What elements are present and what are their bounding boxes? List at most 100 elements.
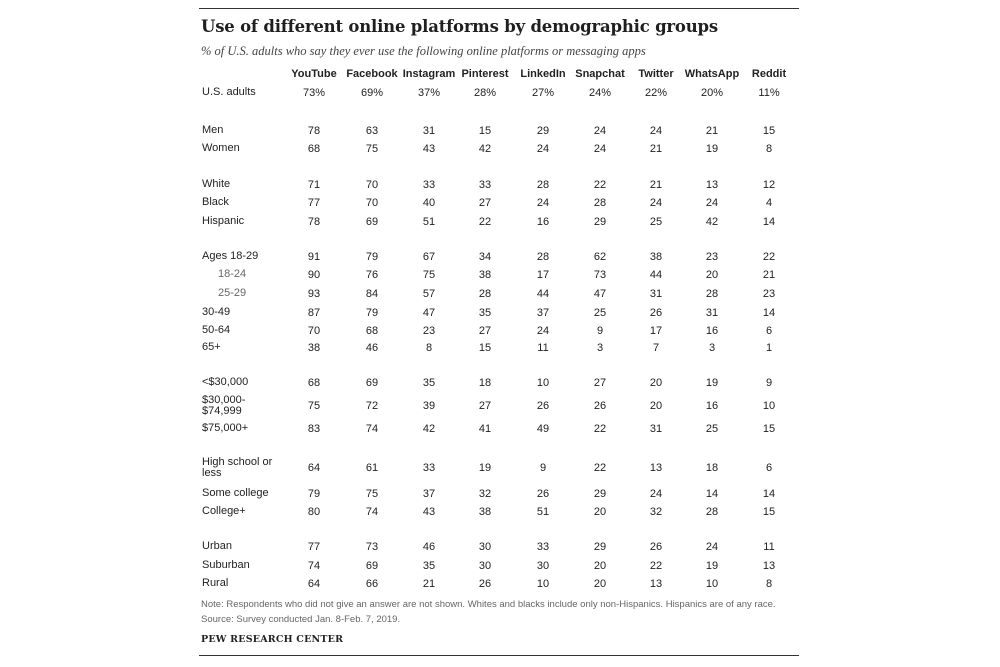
table-cell: 21: [422, 578, 436, 590]
table-cell: 24: [649, 197, 663, 209]
table-cell: 84: [365, 288, 379, 300]
table-cell: 28: [705, 506, 719, 518]
table-cell: 13: [649, 578, 663, 590]
table-cell: 75: [422, 269, 436, 281]
table-cell: 15: [478, 125, 492, 137]
table-cell: 22: [762, 251, 776, 263]
table-cell: 8: [765, 578, 773, 590]
table-cell: 27: [593, 377, 607, 389]
table-cell: 4: [765, 197, 773, 209]
table-cell: 11%: [758, 87, 780, 99]
row-label: Urban: [202, 540, 232, 552]
table-cell: 6: [765, 462, 773, 474]
table-cell: 28: [536, 179, 550, 191]
table-cell: 34: [478, 251, 492, 263]
table-cell: 14: [762, 488, 776, 500]
table-cell: 33: [422, 462, 436, 474]
table-cell: 73%: [302, 87, 326, 99]
table-cell: 73: [593, 269, 607, 281]
table-cell: 77: [307, 541, 321, 553]
table-cell: 30: [478, 541, 492, 553]
row-label: Black: [202, 196, 229, 208]
table-cell: 22: [478, 216, 492, 228]
table-cell: 22: [649, 560, 663, 572]
table-cell: 16: [705, 400, 719, 412]
table-cell: 47: [422, 307, 436, 319]
table-cell: 71: [307, 179, 321, 191]
table-cell: 33: [478, 179, 492, 191]
table-cell: 43: [422, 143, 436, 155]
table-cell: 13: [705, 179, 719, 191]
table-cell: 23: [762, 288, 776, 300]
table-cell: 42: [422, 423, 436, 435]
table-cell: 79: [365, 251, 379, 263]
table-cell: 64: [307, 578, 321, 590]
column-header: Twitter: [638, 68, 674, 80]
table-cell: 16: [536, 216, 550, 228]
table-cell: 79: [307, 488, 321, 500]
table-cell: 10: [536, 377, 550, 389]
table-cell: 74: [307, 560, 321, 572]
table-cell: 15: [762, 125, 776, 137]
row-label: Suburban: [202, 559, 250, 571]
table-cell: 29: [536, 125, 550, 137]
table-cell: 38: [478, 269, 492, 281]
row-label: 25-29: [218, 287, 247, 299]
table-cell: 22: [593, 462, 607, 474]
table-cell: 11: [537, 342, 549, 354]
table-cell: 31: [649, 288, 663, 300]
row-label: Ages 18-29: [202, 250, 259, 262]
table-cell: 38: [307, 342, 321, 354]
table-cell: 26: [536, 400, 550, 412]
table-cell: 69%: [360, 87, 384, 99]
table-cell: 69: [365, 560, 379, 572]
note-text: Note: Respondents who did not give an an…: [201, 599, 776, 610]
table-cell: 76: [365, 269, 379, 281]
table-cell: 13: [762, 560, 776, 572]
table-cell: 24: [536, 197, 550, 209]
table-cell: 9: [539, 462, 547, 474]
table-cell: 78: [307, 216, 321, 228]
table-cell: 24: [649, 488, 663, 500]
table-cell: 25: [649, 216, 663, 228]
table-cell: 35: [422, 560, 436, 572]
table-cell: 72: [365, 400, 379, 412]
table-cell: 79: [365, 307, 379, 319]
table-cell: 49: [536, 423, 550, 435]
column-header: WhatsApp: [684, 68, 740, 80]
column-header: Instagram: [402, 68, 456, 80]
table-cell: 22%: [644, 87, 668, 99]
table-cell: 9: [765, 377, 773, 389]
table-cell: 10: [762, 400, 776, 412]
table-cell: 90: [307, 269, 321, 281]
table-cell: 39: [422, 400, 436, 412]
table-cell: 74: [365, 506, 379, 518]
table-cell: 22: [593, 423, 607, 435]
table-cell: 26: [536, 488, 550, 500]
table-cell: 15: [762, 423, 776, 435]
table-cell: 25: [705, 423, 719, 435]
table-cell: 33: [422, 179, 436, 191]
table-cell: 91: [307, 251, 321, 263]
row-label: $75,000+: [202, 422, 249, 434]
table-cell: 83: [307, 423, 321, 435]
table-cell: 27%: [531, 87, 555, 99]
table-cell: 15: [478, 342, 492, 354]
table-cell: 40: [422, 197, 436, 209]
table-cell: 37: [536, 307, 550, 319]
table-cell: 20: [593, 578, 607, 590]
table-cell: 3: [708, 342, 716, 354]
chart-subtitle: % of U.S. adults who say they ever use t…: [201, 44, 646, 58]
row-label: 65+: [202, 341, 221, 353]
row-label: 18-24: [218, 268, 247, 280]
table-cell: 74: [365, 423, 379, 435]
table-cell: 26: [649, 307, 663, 319]
table-cell: 17: [649, 325, 663, 337]
table-cell: 27: [478, 400, 492, 412]
table-cell: 35: [422, 377, 436, 389]
row-label: Some college: [202, 487, 269, 499]
table-cell: 23: [705, 251, 719, 263]
table-cell: 10: [705, 578, 719, 590]
table-cell: 19: [705, 377, 719, 389]
table-cell: 20: [593, 560, 607, 572]
